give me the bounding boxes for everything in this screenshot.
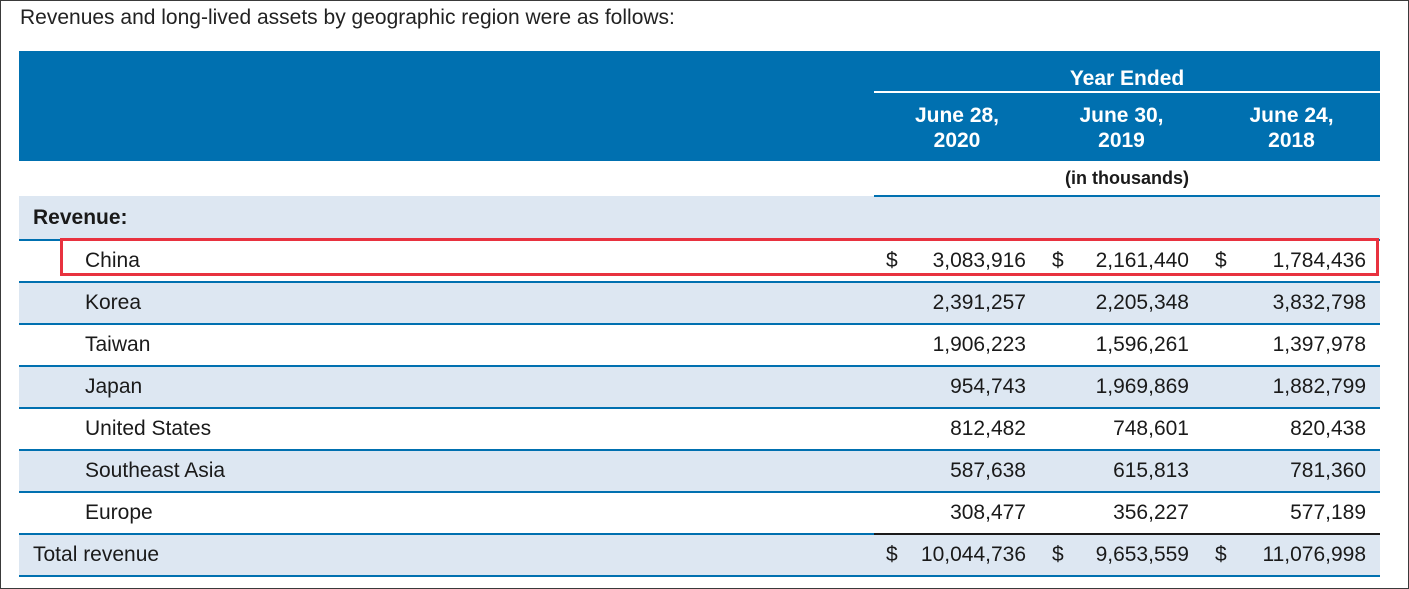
value-cell: 577,189	[1203, 492, 1381, 535]
units-label: (in thousands)	[874, 161, 1381, 197]
section-label: Revenue:	[19, 196, 1381, 241]
revenue-table: Year Ended June 28, 2020 June 30, 2019 Jun…	[19, 51, 1381, 577]
table-row: United States 812,482 748,601 820,438	[19, 408, 1381, 451]
value-cell: 1,906,223	[874, 324, 1040, 367]
region-label: Japan	[19, 366, 874, 409]
value-cell: 308,477	[874, 492, 1040, 535]
header-period-row: Year Ended	[19, 51, 1381, 93]
table-row: Europe 308,477 356,227 577,189	[19, 492, 1381, 535]
value-cell: 3,832,798	[1203, 282, 1381, 325]
currency-symbol: $	[1215, 543, 1227, 566]
region-label: Korea	[19, 282, 874, 325]
header-dates-row: June 28, 2020 June 30, 2019 June 24, 2018	[19, 92, 1381, 161]
value-cell: 2,205,348	[1040, 282, 1203, 325]
header-blank	[19, 92, 874, 161]
currency-symbol: $	[886, 249, 898, 272]
value-cell: $1,784,436	[1203, 240, 1381, 283]
total-row: Total revenue $10,044,736 $9,653,559 $11…	[19, 534, 1381, 577]
value-cell: 812,482	[874, 408, 1040, 451]
total-value-cell: $9,653,559	[1040, 534, 1203, 577]
total-label: Total revenue	[19, 534, 874, 577]
currency-symbol: $	[886, 543, 898, 566]
value-cell: 1,882,799	[1203, 366, 1381, 409]
value-cell: 356,227	[1040, 492, 1203, 535]
value-cell: 748,601	[1040, 408, 1203, 451]
value-cell: 1,397,978	[1203, 324, 1381, 367]
total-value-cell: $11,076,998	[1203, 534, 1381, 577]
region-label: United States	[19, 408, 874, 451]
table-row: China $3,083,916 $2,161,440 $1,784,436	[19, 240, 1381, 283]
value-cell: 781,360	[1203, 450, 1381, 493]
table-row: Japan 954,743 1,969,869 1,882,799	[19, 366, 1381, 409]
value-cell: 587,638	[874, 450, 1040, 493]
value-cell: 2,391,257	[874, 282, 1040, 325]
value-cell: 954,743	[874, 366, 1040, 409]
currency-symbol: $	[1052, 543, 1064, 566]
currency-symbol: $	[1215, 249, 1227, 272]
total-value-cell: $10,044,736	[874, 534, 1040, 577]
value-cell: $2,161,440	[1040, 240, 1203, 283]
table-row: Southeast Asia 587,638 615,813 781,360	[19, 450, 1381, 493]
region-label: China	[19, 240, 874, 283]
region-label: Southeast Asia	[19, 450, 874, 493]
header-blank	[19, 51, 874, 92]
currency-symbol: $	[1052, 249, 1064, 272]
value-cell: 1,969,869	[1040, 366, 1203, 409]
year-ended-header: Year Ended	[874, 51, 1381, 93]
table-row: Korea 2,391,257 2,205,348 3,832,798	[19, 282, 1381, 325]
column-header-2020: June 28, 2020	[874, 92, 1040, 161]
units-row: (in thousands)	[19, 161, 1381, 197]
table-row: Taiwan 1,906,223 1,596,261 1,397,978	[19, 324, 1381, 367]
region-label: Europe	[19, 492, 874, 535]
column-header-2019: June 30, 2019	[1040, 92, 1203, 161]
value-cell: 820,438	[1203, 408, 1381, 451]
column-header-2018: June 24, 2018	[1203, 92, 1381, 161]
region-label: Taiwan	[19, 324, 874, 367]
value-cell: $3,083,916	[874, 240, 1040, 283]
value-cell: 1,596,261	[1040, 324, 1203, 367]
section-row: Revenue:	[19, 196, 1381, 241]
intro-text: Revenues and long-lived assets by geogra…	[20, 6, 675, 29]
units-blank	[19, 161, 874, 196]
value-cell: 615,813	[1040, 450, 1203, 493]
